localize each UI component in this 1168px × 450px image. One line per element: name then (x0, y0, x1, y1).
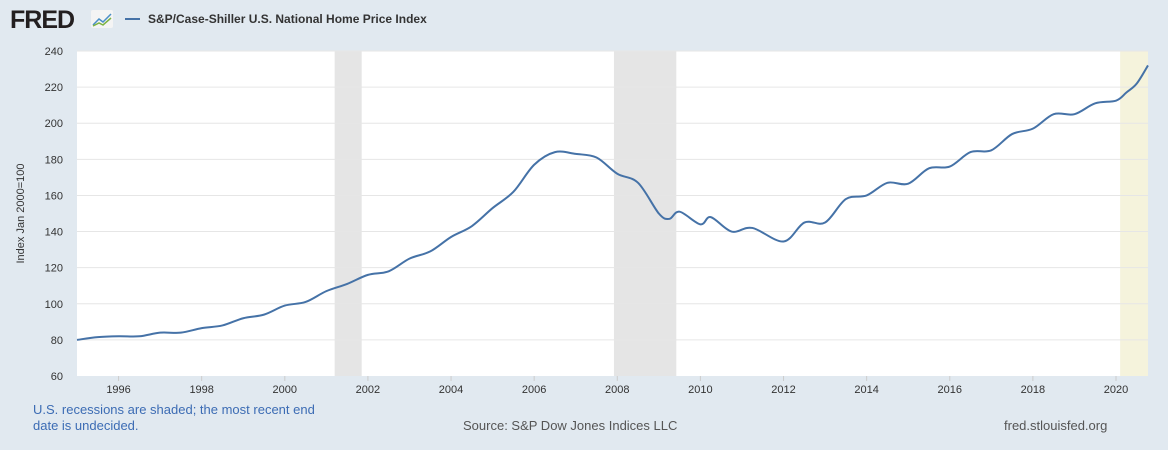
y-axis-label: Index Jan 2000=100 (15, 163, 27, 263)
y-tick-label: 160 (45, 190, 63, 202)
x-tick-label: 2012 (771, 384, 795, 396)
x-tick-label: 2014 (854, 384, 878, 396)
fred-graph-icon (91, 10, 113, 28)
x-tick-label: 2004 (439, 384, 463, 396)
site-link[interactable]: fred.stlouisfed.org (1004, 418, 1108, 433)
legend: S&P/Case-Shiller U.S. National Home Pric… (125, 12, 427, 26)
y-tick-label: 220 (45, 82, 63, 94)
y-tick-label: 120 (45, 263, 63, 275)
plot-area (77, 51, 1148, 376)
y-tick-label: 140 (45, 227, 63, 239)
series-line (76, 64, 1149, 341)
legend-swatch (125, 18, 140, 20)
x-tick-label: 2020 (1104, 384, 1128, 396)
source-text: Source: S&P Dow Jones Indices LLC (463, 418, 678, 433)
y-tick-label: 200 (45, 118, 63, 130)
y-tick-label: 60 (51, 371, 63, 383)
x-tick-label: 1996 (106, 384, 130, 396)
fred-logo[interactable]: FRED (10, 6, 75, 34)
y-tick-label: 240 (45, 46, 63, 58)
recession-band (613, 51, 677, 376)
x-tick-label: 2002 (356, 384, 380, 396)
y-tick-label: 80 (51, 335, 63, 347)
y-tick-label: 100 (45, 299, 63, 311)
x-tick-label: 1998 (189, 384, 213, 396)
x-tick-label: 2016 (938, 384, 962, 396)
x-tick-label: 2018 (1021, 384, 1045, 396)
recession-note: U.S. recessions are shaded; the most rec… (33, 402, 315, 433)
x-tick-label: 2008 (605, 384, 629, 396)
x-tick-label: 2010 (688, 384, 712, 396)
recession-band (1120, 51, 1148, 376)
x-tick-label: 2006 (522, 384, 546, 396)
legend-label: S&P/Case-Shiller U.S. National Home Pric… (148, 12, 427, 26)
y-tick-label: 180 (45, 154, 63, 166)
recession-band (334, 51, 362, 376)
x-tick-label: 2000 (273, 384, 297, 396)
